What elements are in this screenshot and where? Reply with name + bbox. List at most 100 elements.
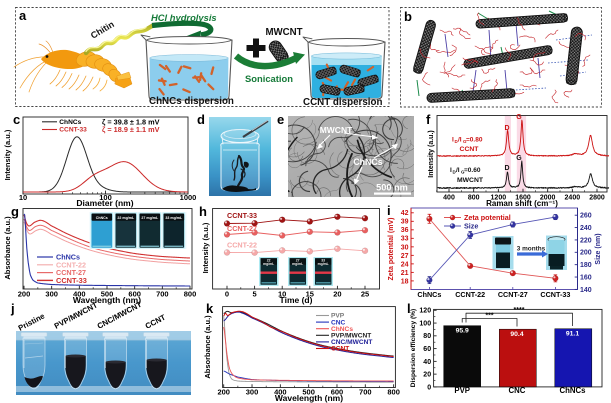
svg-text:D: D bbox=[504, 125, 509, 132]
svg-text:200: 200 bbox=[217, 388, 230, 397]
svg-text:CNC/MWCNT: CNC/MWCNT bbox=[331, 339, 372, 346]
svg-text:60: 60 bbox=[423, 346, 431, 353]
svg-text:100: 100 bbox=[419, 320, 431, 327]
svg-text:G: G bbox=[463, 139, 467, 144]
svg-text:100: 100 bbox=[99, 193, 112, 202]
svg-text:18: 18 bbox=[401, 278, 409, 285]
svg-text:Diameter (nm): Diameter (nm) bbox=[76, 198, 133, 208]
svg-text:1600: 1600 bbox=[515, 195, 531, 202]
svg-text:CCNT-27: CCNT-27 bbox=[227, 224, 257, 233]
svg-text:Wavelength (nm): Wavelength (nm) bbox=[73, 295, 141, 305]
svg-text:Zeta potential (mV): Zeta potential (mV) bbox=[388, 217, 395, 280]
svg-text:j: j bbox=[10, 301, 15, 316]
svg-text:g: g bbox=[11, 204, 19, 219]
svg-text:95.9: 95.9 bbox=[456, 328, 469, 335]
svg-text:91.1: 91.1 bbox=[566, 331, 579, 338]
svg-text:800: 800 bbox=[184, 290, 197, 299]
svg-text:20: 20 bbox=[333, 290, 341, 299]
svg-text:PVP: PVP bbox=[331, 313, 345, 320]
svg-text:Time (d): Time (d) bbox=[280, 295, 313, 305]
svg-text:D: D bbox=[453, 170, 457, 175]
svg-text:=0.60: =0.60 bbox=[464, 167, 481, 174]
svg-text:42: 42 bbox=[401, 210, 409, 217]
svg-text:MWCNT: MWCNT bbox=[265, 27, 302, 38]
svg-text:Wavelength (nm): Wavelength (nm) bbox=[275, 393, 343, 403]
svg-text:220: 220 bbox=[580, 237, 592, 244]
svg-text:25: 25 bbox=[361, 290, 369, 299]
svg-text:90.4: 90.4 bbox=[510, 331, 523, 338]
svg-text:CCNT-33: CCNT-33 bbox=[56, 276, 87, 285]
svg-text:1000: 1000 bbox=[180, 193, 197, 202]
svg-text:700: 700 bbox=[359, 388, 372, 397]
svg-text:0: 0 bbox=[225, 290, 229, 299]
svg-text:Size (nm): Size (nm) bbox=[595, 233, 602, 264]
svg-text:D: D bbox=[504, 165, 509, 172]
svg-text:PVP/MWCNT: PVP/MWCNT bbox=[331, 333, 371, 340]
svg-text:e: e bbox=[277, 112, 284, 127]
svg-text:300: 300 bbox=[246, 388, 259, 397]
svg-text:a: a bbox=[19, 8, 27, 23]
svg-text:PVP: PVP bbox=[454, 386, 470, 395]
svg-text:27: 27 bbox=[401, 253, 409, 260]
svg-text:260: 260 bbox=[580, 213, 592, 220]
svg-text:3 months: 3 months bbox=[517, 246, 546, 253]
svg-text:CCNT-33: CCNT-33 bbox=[227, 211, 257, 220]
svg-text:CNC: CNC bbox=[509, 386, 526, 395]
svg-text:2800: 2800 bbox=[589, 195, 605, 202]
svg-text:l: l bbox=[407, 301, 411, 316]
svg-text:22 mg/mL: 22 mg/mL bbox=[117, 216, 135, 220]
svg-text:b: b bbox=[404, 9, 412, 24]
svg-text:140: 140 bbox=[580, 287, 592, 294]
svg-text:10: 10 bbox=[19, 193, 27, 202]
svg-text:21: 21 bbox=[401, 270, 409, 277]
svg-text:CCNT-22: CCNT-22 bbox=[56, 260, 86, 269]
svg-text:Raman shift (cm⁻¹): Raman shift (cm⁻¹) bbox=[486, 199, 558, 208]
svg-text:ChNCs: ChNCs bbox=[560, 386, 587, 395]
svg-text:ChNCs dispersion: ChNCs dispersion bbox=[149, 96, 234, 107]
svg-text:24: 24 bbox=[401, 261, 409, 268]
svg-text:20: 20 bbox=[423, 372, 431, 379]
svg-text:27 mg/mL: 27 mg/mL bbox=[141, 216, 159, 220]
svg-text:ChNCs: ChNCs bbox=[96, 216, 108, 220]
svg-text:200: 200 bbox=[18, 290, 31, 299]
svg-text:****: **** bbox=[514, 307, 525, 314]
svg-text:Intensity (a.u.): Intensity (a.u.) bbox=[201, 222, 210, 273]
svg-text:I: I bbox=[452, 137, 454, 144]
svg-text:ChNCs: ChNCs bbox=[417, 290, 441, 299]
svg-text:MWCNT: MWCNT bbox=[320, 125, 353, 135]
svg-text:CCNT-22: CCNT-22 bbox=[455, 290, 485, 299]
svg-text:G: G bbox=[461, 170, 465, 175]
svg-text:CNC: CNC bbox=[331, 319, 346, 326]
svg-text:mg/mL: mg/mL bbox=[318, 262, 329, 266]
svg-text:CCNT-33: CCNT-33 bbox=[59, 127, 87, 134]
svg-text:ChNCs: ChNCs bbox=[353, 157, 382, 167]
svg-text:CCNT-27: CCNT-27 bbox=[56, 268, 86, 277]
svg-text:2400: 2400 bbox=[565, 195, 581, 202]
svg-text:mg/mL: mg/mL bbox=[263, 262, 274, 266]
svg-text:CCNT: CCNT bbox=[460, 146, 480, 153]
svg-text:1200: 1200 bbox=[491, 195, 507, 202]
svg-text:/I: /I bbox=[458, 137, 462, 144]
svg-text:400: 400 bbox=[274, 388, 287, 397]
svg-text:CCNT-27: CCNT-27 bbox=[498, 290, 528, 299]
svg-text:27: 27 bbox=[296, 258, 300, 262]
svg-text:k: k bbox=[206, 301, 214, 316]
svg-text:33: 33 bbox=[321, 258, 325, 262]
svg-text:Absorbance (a.u.): Absorbance (a.u.) bbox=[3, 216, 12, 280]
svg-text:39: 39 bbox=[401, 219, 409, 226]
svg-text:33: 33 bbox=[401, 236, 409, 243]
svg-text:80: 80 bbox=[423, 333, 431, 340]
svg-text:HCl hydrolysis: HCl hydrolysis bbox=[151, 12, 217, 23]
svg-text:CCNT: CCNT bbox=[331, 346, 349, 353]
svg-text:600: 600 bbox=[331, 388, 344, 397]
svg-text:180: 180 bbox=[580, 262, 592, 269]
svg-text:Zeta potential: Zeta potential bbox=[464, 213, 511, 222]
svg-text:CCNT-22: CCNT-22 bbox=[227, 241, 257, 250]
svg-text:500: 500 bbox=[101, 290, 114, 299]
svg-text:G: G bbox=[516, 155, 522, 162]
svg-text:G: G bbox=[516, 114, 522, 121]
svg-text:200: 200 bbox=[580, 250, 592, 257]
svg-text:Intensity (a.u.): Intensity (a.u.) bbox=[428, 130, 435, 177]
svg-text:ζ = 18.9 ± 1.1 mV: ζ = 18.9 ± 1.1 mV bbox=[102, 125, 160, 134]
svg-text:0: 0 bbox=[427, 384, 431, 391]
